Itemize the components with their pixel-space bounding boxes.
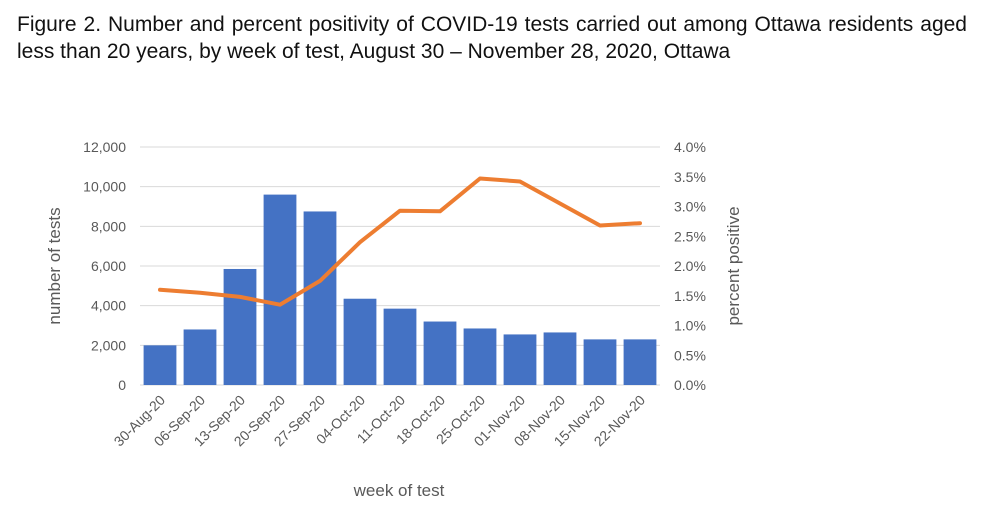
- y-tick-label: 12,000: [83, 139, 126, 155]
- y2-tick-label: 0.5%: [674, 347, 706, 363]
- y-tick-label: 2,000: [91, 337, 126, 353]
- y-axis-left-ticks: 0 2,000 4,000 6,000 8,000 10,000 12,000: [83, 139, 126, 393]
- y-tick-label: 0: [118, 377, 126, 393]
- bar: [383, 308, 417, 385]
- y-tick-label: 8,000: [91, 218, 126, 234]
- y2-tick-label: 3.0%: [674, 199, 706, 215]
- figure-caption: Figure 2. Number and percent positivity …: [17, 13, 967, 63]
- bar-series: [143, 194, 657, 385]
- y2-tick-label: 2.0%: [674, 258, 706, 274]
- percent-positive-line: [158, 176, 642, 307]
- bar: [343, 298, 377, 385]
- y-tick-label: 4,000: [91, 298, 126, 314]
- bar: [143, 345, 177, 385]
- bar: [543, 332, 577, 385]
- y-axis-right-title: percent positive: [724, 206, 743, 325]
- y2-tick-label: 1.0%: [674, 318, 706, 334]
- y2-tick-label: 0.0%: [674, 377, 706, 393]
- bar: [463, 328, 497, 385]
- bar: [183, 329, 217, 385]
- y-axis-right-ticks: 0.0% 0.5% 1.0% 1.5% 2.0% 2.5% 3.0% 3.5% 4.0%: [674, 139, 706, 393]
- y2-tick-label: 4.0%: [674, 139, 706, 155]
- x-axis-ticks: 30-Aug-2006-Sep-2013-Sep-2020-Sep-2027-S…: [111, 392, 649, 450]
- bar: [223, 268, 257, 385]
- y-tick-label: 6,000: [91, 258, 126, 274]
- bar: [263, 194, 297, 385]
- y2-tick-label: 1.5%: [674, 288, 706, 304]
- y2-tick-label: 2.5%: [674, 228, 706, 244]
- y2-tick-label: 3.5%: [674, 169, 706, 185]
- bar: [503, 334, 537, 385]
- bar: [583, 339, 617, 385]
- y-tick-label: 10,000: [83, 179, 126, 195]
- bar: [423, 321, 457, 385]
- line-series: [158, 176, 642, 307]
- x-axis-title: week of test: [353, 481, 445, 500]
- bar: [303, 211, 337, 385]
- bar: [623, 339, 657, 385]
- y-axis-left-title: number of tests: [45, 207, 64, 324]
